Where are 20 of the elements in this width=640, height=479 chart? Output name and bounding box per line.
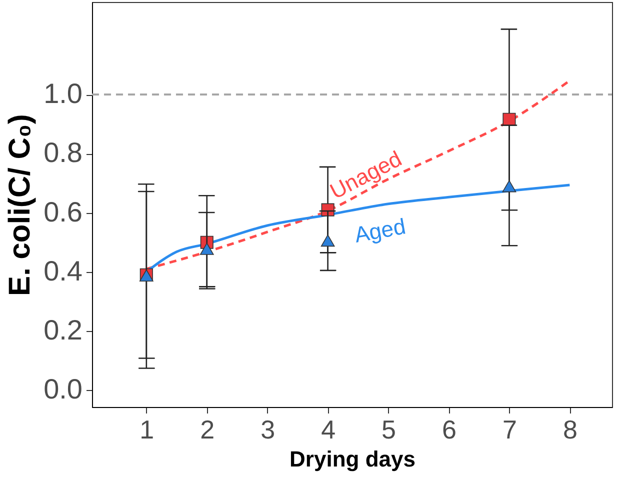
x-tick-label: 5	[382, 414, 396, 444]
annotation: Aged	[352, 214, 408, 248]
point	[502, 180, 516, 192]
y-tick-label: 1.0	[44, 78, 82, 110]
x-axis-title: Drying days	[290, 446, 416, 472]
y-tick-label: 0.8	[44, 137, 82, 168]
x-tick-label: 4	[321, 414, 336, 444]
x-tick-label: 7	[502, 414, 517, 444]
y-tick-label: 0.6	[44, 196, 82, 228]
x-tick-label: 2	[200, 414, 215, 444]
y-tick-label: 0.2	[44, 314, 82, 346]
point	[200, 242, 214, 255]
x-tick-label: 1	[140, 414, 154, 444]
x-tick-label: 8	[562, 414, 578, 444]
y-tick-label: 0.0	[44, 374, 82, 405]
y-tick-label: 0.4	[44, 255, 82, 286]
point	[320, 234, 335, 247]
y-axis-title: E. coli(C/ C₀)	[4, 114, 37, 296]
x-tick-label: 3	[260, 414, 276, 444]
x-tick-label: 6	[442, 414, 456, 444]
